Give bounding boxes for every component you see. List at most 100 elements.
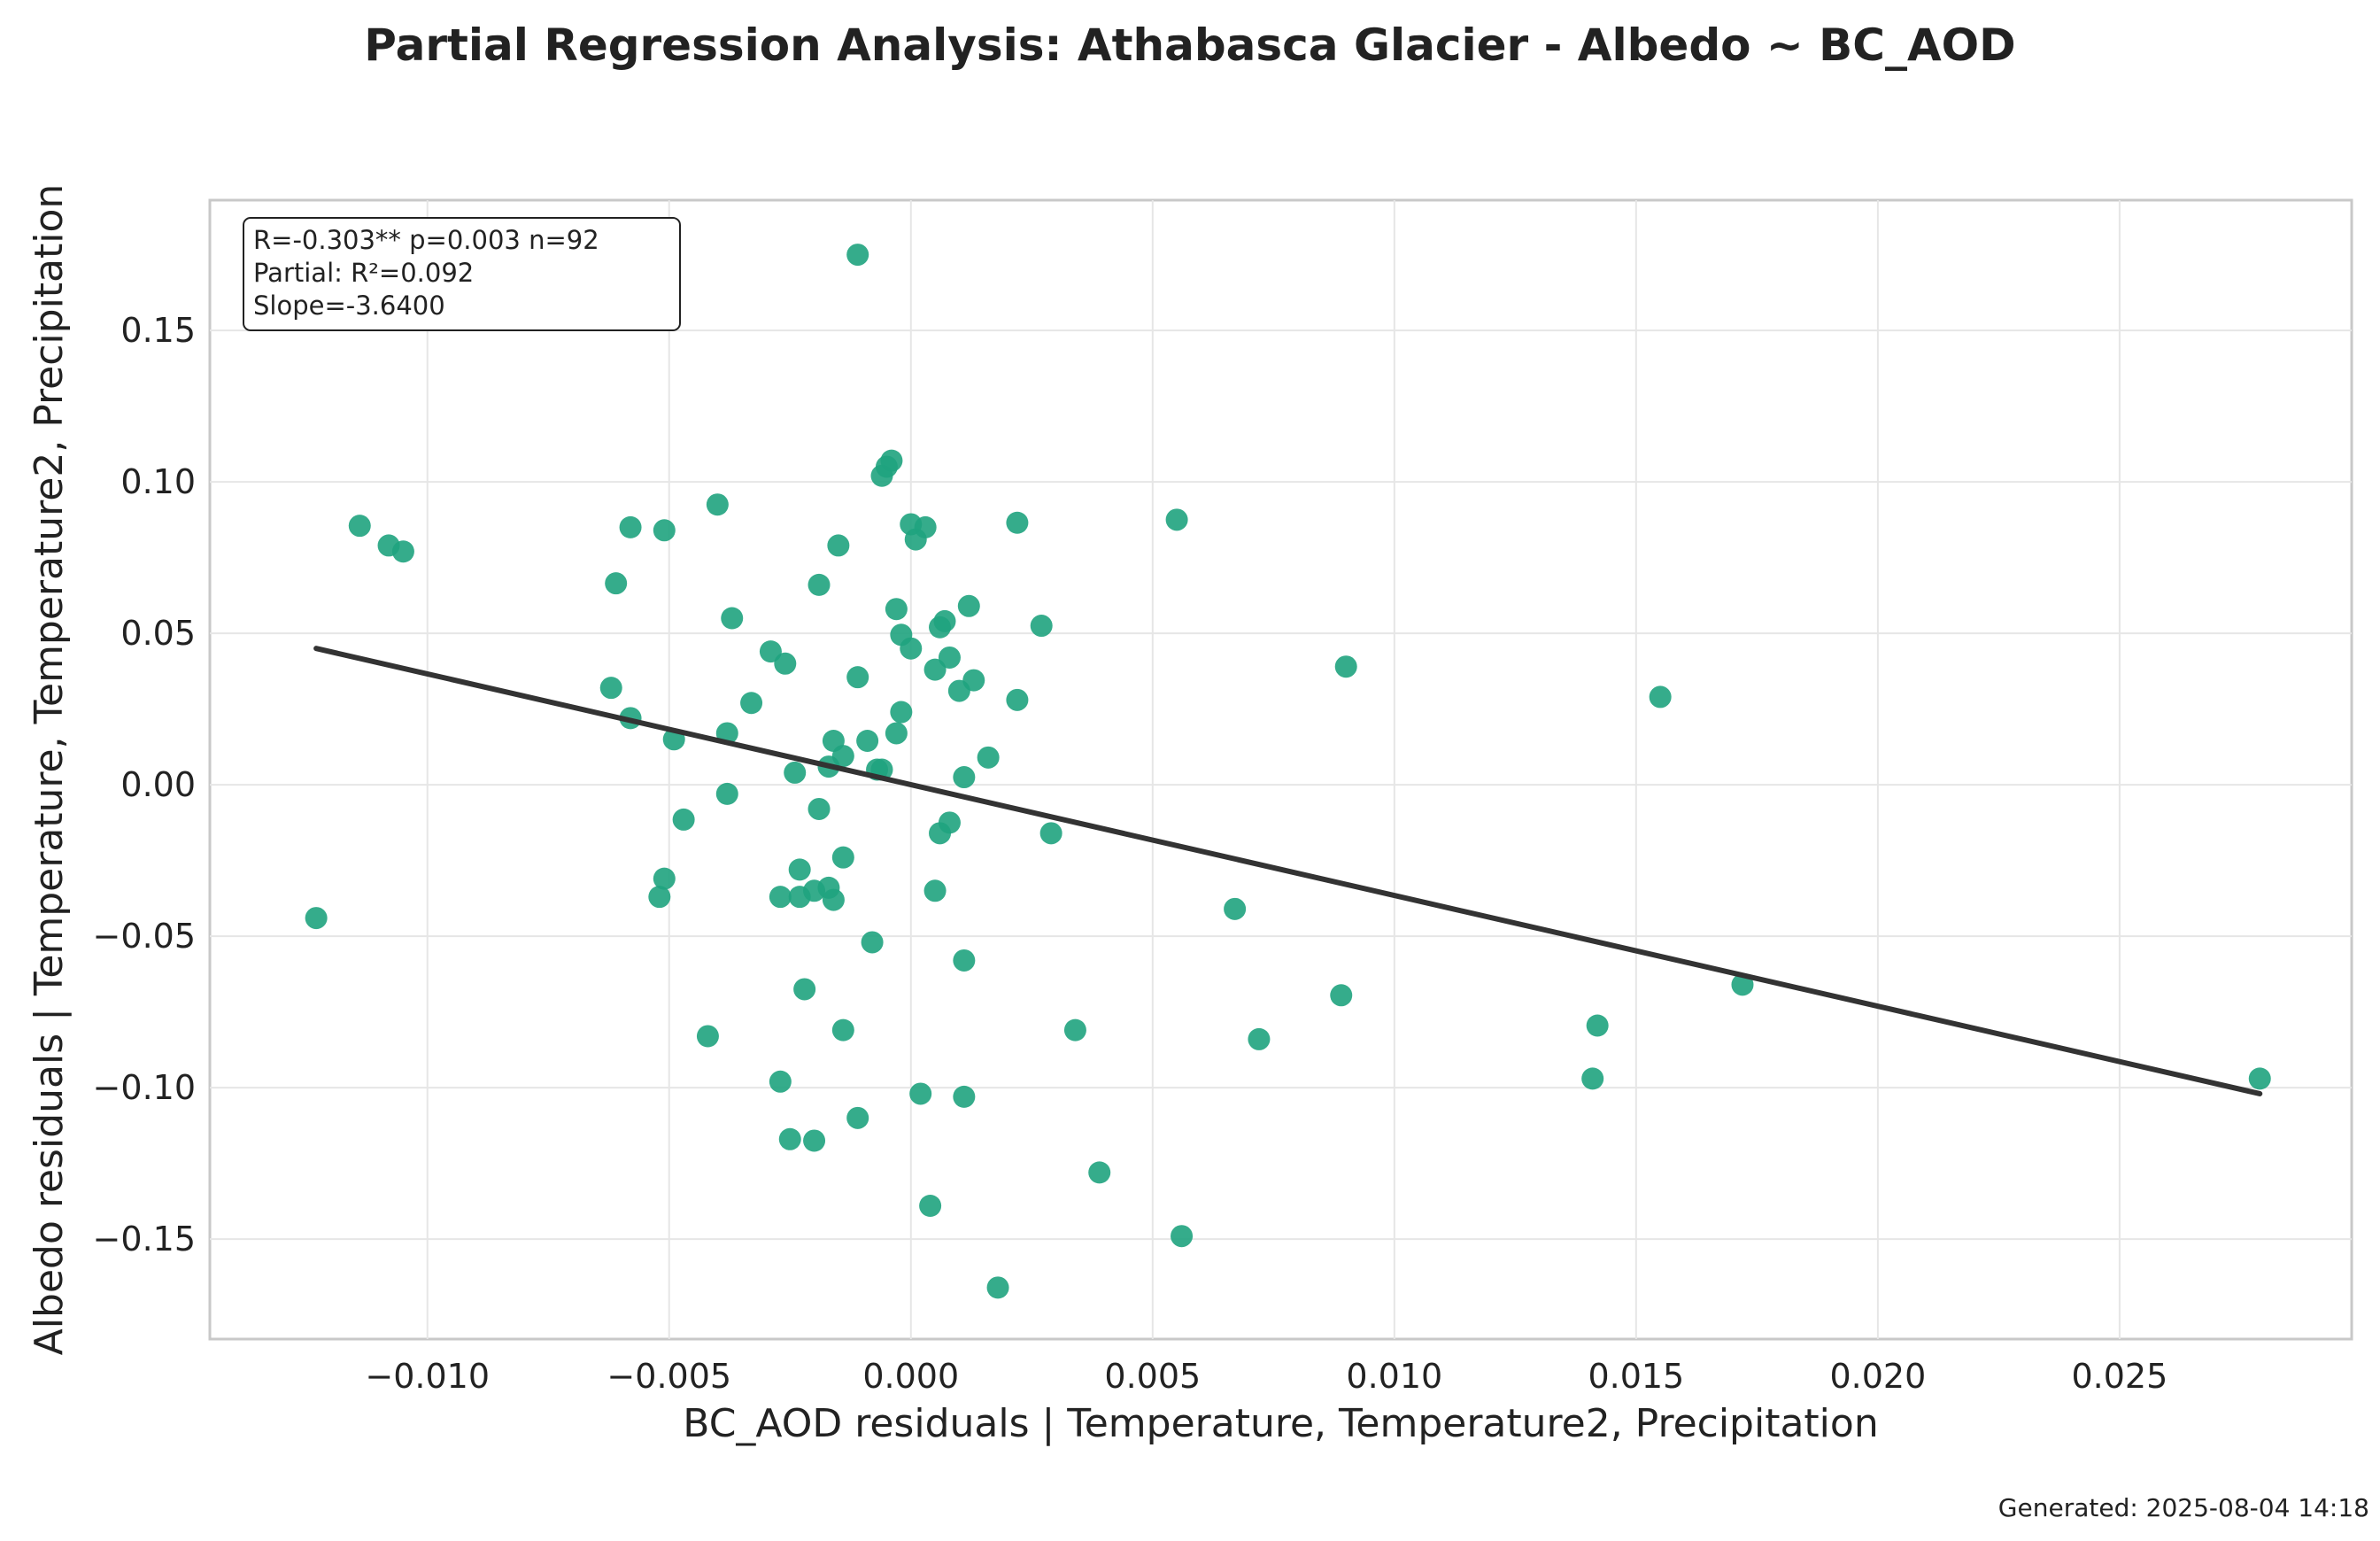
data-point (923, 658, 947, 681)
data-point (599, 677, 622, 700)
x-tick-label: 0.005 (1104, 1357, 1201, 1396)
y-tick-label: 0.15 (120, 311, 196, 350)
x-tick-label: −0.010 (365, 1357, 490, 1396)
data-point (953, 1085, 976, 1108)
data-point (890, 701, 913, 724)
data-point (2248, 1067, 2271, 1090)
data-points (305, 244, 2271, 1299)
data-point (721, 607, 744, 630)
data-point (861, 931, 884, 954)
data-point (784, 761, 807, 784)
data-point (977, 746, 1000, 769)
data-point (1581, 1067, 1604, 1090)
data-point (831, 846, 854, 869)
data-point (740, 692, 763, 715)
plot-frame (208, 198, 2353, 1341)
data-point (923, 879, 947, 902)
data-point (822, 888, 845, 911)
stats-box: R=-0.303** p=0.003 n=92 Partial: R²=0.09… (243, 217, 681, 331)
data-point (933, 609, 956, 632)
data-point (1063, 1018, 1086, 1042)
y-tick-label: 0.00 (120, 765, 196, 804)
data-point (605, 572, 628, 595)
x-tick-label: 0.000 (862, 1357, 959, 1396)
data-point (919, 1195, 942, 1218)
stats-partial-r2: Partial: R²=0.092 (253, 258, 474, 288)
data-point (900, 637, 923, 660)
stats-box-frame (243, 217, 681, 331)
data-point (827, 534, 850, 557)
data-point (962, 669, 985, 692)
data-point (808, 573, 831, 596)
stats-correlation: R=-0.303** p=0.003 n=92 (253, 225, 599, 255)
data-point (986, 1276, 1009, 1299)
y-tick-label: 0.10 (120, 462, 196, 501)
data-point (953, 949, 976, 972)
data-point (1165, 508, 1188, 531)
data-point (1030, 615, 1053, 638)
data-point (1248, 1027, 1271, 1050)
y-tick-label: −0.05 (93, 917, 196, 956)
data-point (391, 540, 414, 563)
x-tick-label: 0.025 (2071, 1357, 2168, 1396)
y-tick-label: 0.05 (120, 614, 196, 653)
regression-line (313, 646, 2263, 1096)
data-point (774, 652, 797, 675)
data-point (856, 730, 879, 753)
x-tick-label: 0.010 (1346, 1357, 1442, 1396)
data-point (1088, 1161, 1111, 1184)
x-axis-ticks: −0.010 −0.005 0.000 0.005 0.010 0.015 0.020 0.0… (365, 1357, 2168, 1396)
generated-timestamp: Generated: 2025-08-04 14:18 (1998, 1493, 2369, 1522)
data-point (788, 858, 811, 881)
data-point (1171, 1225, 1194, 1248)
data-point (648, 886, 671, 909)
data-point (803, 1129, 826, 1152)
y-axis-label: Albedo residuals | Temperature, Temperat… (27, 184, 72, 1356)
data-point (938, 646, 961, 669)
data-point (305, 907, 328, 930)
data-point (831, 745, 854, 768)
chart-title: Partial Regression Analysis: Athabasca G… (364, 19, 2016, 71)
data-point (348, 515, 371, 538)
data-point (1039, 822, 1062, 845)
data-point (808, 797, 831, 820)
stats-slope: Slope=-3.6400 (253, 290, 445, 321)
data-point (759, 640, 782, 663)
x-axis-label: BC_AOD residuals | Temperature, Temperat… (683, 1401, 1878, 1446)
data-point (706, 493, 729, 516)
data-point (1586, 1014, 1609, 1037)
data-point (778, 1127, 801, 1150)
data-point (672, 808, 695, 831)
data-point (846, 244, 869, 267)
data-point (653, 867, 676, 890)
x-tick-label: 0.020 (1829, 1357, 1926, 1396)
grid-lines (210, 200, 2352, 1339)
y-tick-label: −0.10 (93, 1068, 196, 1107)
data-point (938, 811, 961, 834)
data-point (1649, 685, 1672, 709)
data-point (653, 519, 676, 542)
data-point (846, 1106, 869, 1129)
data-point (793, 978, 816, 1001)
data-point (957, 594, 980, 617)
x-tick-label: 0.015 (1588, 1357, 1684, 1396)
data-point (715, 782, 738, 805)
x-tick-label: −0.005 (607, 1357, 731, 1396)
data-point (909, 1082, 932, 1105)
data-point (1006, 688, 1029, 711)
data-point (953, 766, 976, 789)
data-point (769, 886, 792, 909)
y-tick-label: −0.15 (93, 1220, 196, 1258)
data-point (769, 1070, 792, 1093)
data-point (1334, 655, 1357, 678)
data-point (696, 1025, 719, 1048)
data-point (885, 598, 908, 621)
data-point (914, 515, 937, 538)
data-point (846, 666, 869, 689)
data-point (1006, 511, 1029, 534)
data-point (1330, 984, 1353, 1007)
data-point (619, 515, 642, 538)
data-point (831, 1018, 854, 1042)
y-axis-ticks: −0.15 −0.10 −0.05 0.00 0.05 0.10 0.15 (93, 311, 196, 1258)
